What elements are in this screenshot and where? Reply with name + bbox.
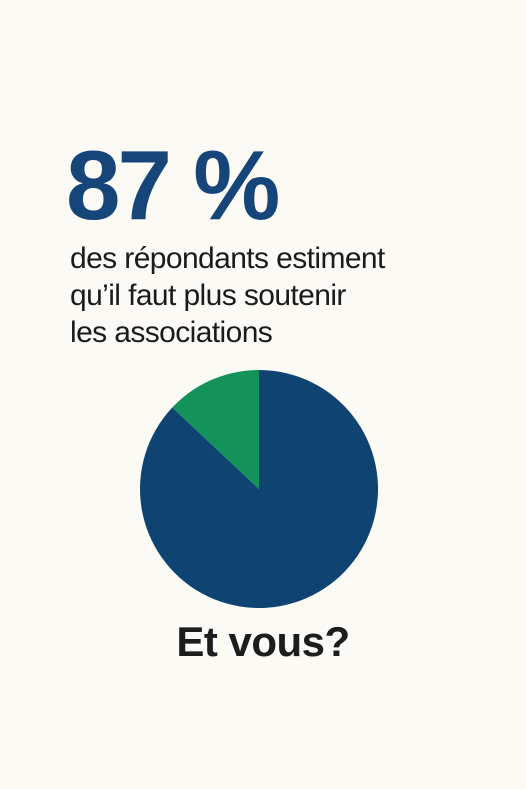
subtitle-line-2: qu’il faut plus soutenir bbox=[70, 279, 346, 312]
pie-slice-2 bbox=[172, 370, 259, 489]
pie-chart bbox=[139, 370, 378, 608]
call-to-action: Et vous? bbox=[176, 618, 350, 665]
pie-slice-1 bbox=[139, 370, 378, 608]
subtitle-line-1: des répondants estiment bbox=[70, 242, 385, 275]
subtitle: des répondants estiment qu’il faut plus … bbox=[70, 240, 385, 351]
headline-percentage: 87 % bbox=[66, 130, 280, 240]
subtitle-line-3: les associations bbox=[70, 316, 273, 349]
